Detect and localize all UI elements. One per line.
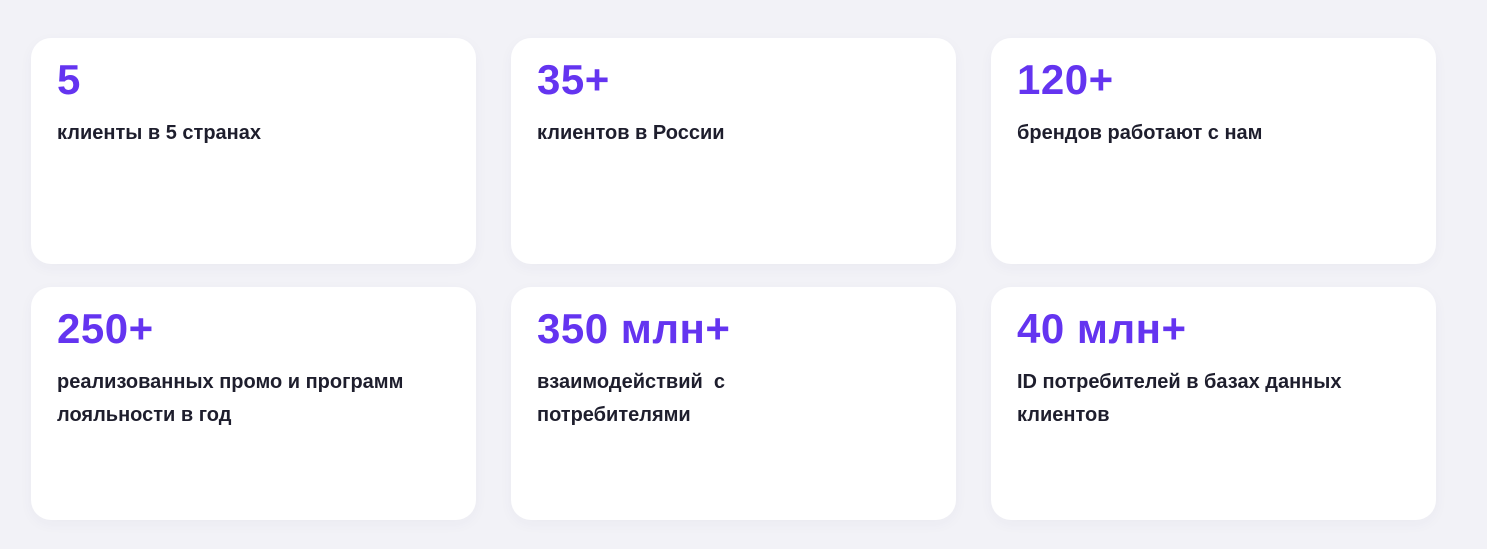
stat-card-clients-countries: 5 клиенты в 5 странах [31, 38, 476, 264]
stat-card-brands: 120+ брендов работают с нам [991, 38, 1436, 264]
stat-label: взаимодействий с потребителями [537, 370, 726, 426]
stats-grid: 5 клиенты в 5 странах 35+ клиентов в Рос… [31, 38, 1436, 520]
stat-label: реализованных промо и программ лояльност… [57, 370, 404, 426]
stat-value: 120+ [1017, 56, 1114, 103]
stat-label: клиенты в 5 странах [57, 121, 262, 144]
stat-card-promos: 250+ реализованных промо и программ лоял… [31, 287, 476, 520]
stat-label: клиентов в России [537, 121, 725, 144]
stat-value: 350 млн+ [537, 305, 731, 352]
stat-card-clients-russia: 35+ клиентов в России [511, 38, 956, 264]
stat-value: 5 [57, 56, 81, 103]
stat-value: 250+ [57, 305, 154, 352]
stat-value: 40 млн+ [1017, 305, 1187, 352]
stat-card-consumer-ids: 40 млн+ ID потребителей в базах данных к… [991, 287, 1436, 520]
stat-value: 35+ [537, 56, 610, 103]
stat-card-interactions: 350 млн+ взаимодействий с потребителями [511, 287, 956, 520]
stat-label: ID потребителей в базах данных клиентов [1017, 370, 1342, 426]
stat-label: брендов работают с нам [1017, 121, 1263, 144]
